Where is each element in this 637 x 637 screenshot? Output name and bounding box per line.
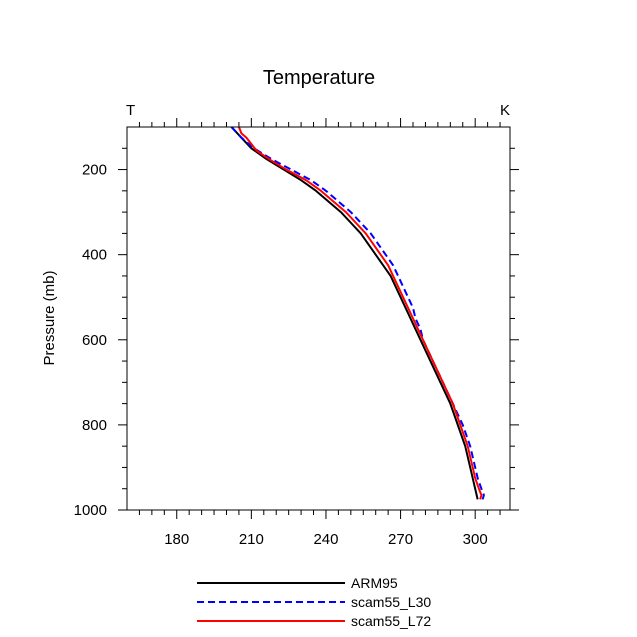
corner-label-left: T	[126, 102, 135, 119]
y-tick-label: 600	[82, 332, 107, 349]
x-tick-label: 180	[164, 531, 189, 548]
x-tick-label: 300	[463, 531, 488, 548]
chart-title: Temperature	[263, 67, 375, 89]
legend: ARM95 scam55_L30 scam55_L72	[197, 575, 431, 629]
legend-label-scam55_L72: scam55_L72	[351, 613, 431, 629]
series-line-scam55_L72	[237, 126, 483, 500]
plot-area: 180 210 240 270 300 200 400 600 800 1000	[74, 118, 519, 548]
y-tick-label: 800	[82, 417, 107, 434]
x-tick-label: 270	[388, 531, 413, 548]
x-tick-label: 210	[239, 531, 264, 548]
y-tick-label: 1000	[74, 502, 107, 519]
y-tick-label: 200	[82, 162, 107, 179]
series-line-ARM95	[230, 126, 479, 500]
x-tick-label: 240	[313, 531, 338, 548]
y-tick-label: 400	[82, 247, 107, 264]
series-lines	[230, 126, 485, 500]
legend-label-scam55_L30: scam55_L30	[351, 594, 431, 610]
series-line-scam55_L30	[230, 126, 485, 500]
y-axis-label: Pressure (mb)	[41, 270, 58, 365]
legend-label-ARM95: ARM95	[351, 575, 398, 591]
corner-label-right: K	[500, 102, 510, 119]
axis-ticks: 180 210 240 270 300 200 400 600 800 1000	[74, 118, 519, 548]
